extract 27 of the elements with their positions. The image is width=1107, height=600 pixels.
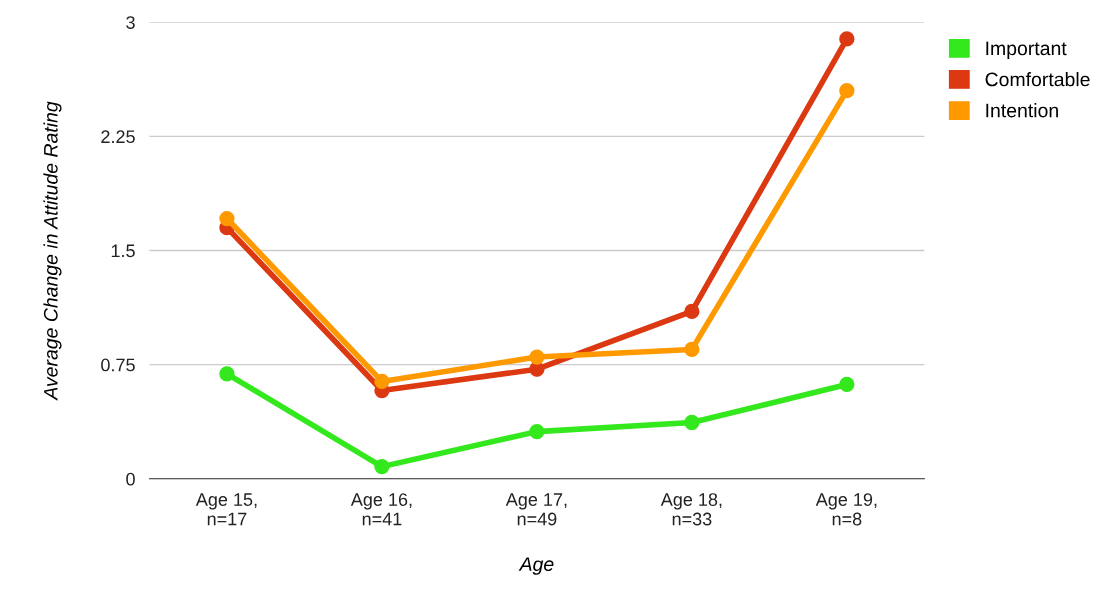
point bbox=[529, 349, 545, 365]
x-tick-label: Age 18, n=33 bbox=[660, 493, 722, 526]
y-tick-label: 0 bbox=[126, 472, 135, 486]
point bbox=[684, 303, 700, 320]
legend-label: Intention bbox=[986, 103, 1058, 118]
point bbox=[684, 414, 700, 431]
y-tick-label: 0.75 bbox=[101, 358, 135, 372]
legend-label: Comfortable bbox=[985, 72, 1090, 87]
x-tick-label: Age 17, n=49 bbox=[505, 493, 567, 526]
point bbox=[839, 31, 855, 47]
y-tick-label: 1.5 bbox=[111, 244, 135, 258]
point bbox=[839, 83, 855, 99]
x-axis-title: Age bbox=[518, 557, 554, 575]
point bbox=[684, 341, 700, 358]
legend-label: Important bbox=[986, 41, 1067, 60]
y-tick-label: 3 bbox=[126, 16, 135, 29]
point bbox=[219, 210, 235, 227]
x-tick-label: Age 19, n=8 bbox=[815, 493, 877, 526]
y-axis-title: Average Change in Attitude Rating bbox=[43, 101, 62, 401]
point bbox=[374, 458, 390, 475]
x-tick-label: Age 16, n=41 bbox=[350, 493, 412, 526]
point bbox=[839, 376, 855, 393]
y-tick-label: 2.25 bbox=[101, 130, 135, 144]
x-tick-label: Age 15, n=17 bbox=[195, 493, 257, 526]
point bbox=[374, 373, 390, 390]
point bbox=[219, 366, 235, 382]
point bbox=[529, 423, 545, 440]
